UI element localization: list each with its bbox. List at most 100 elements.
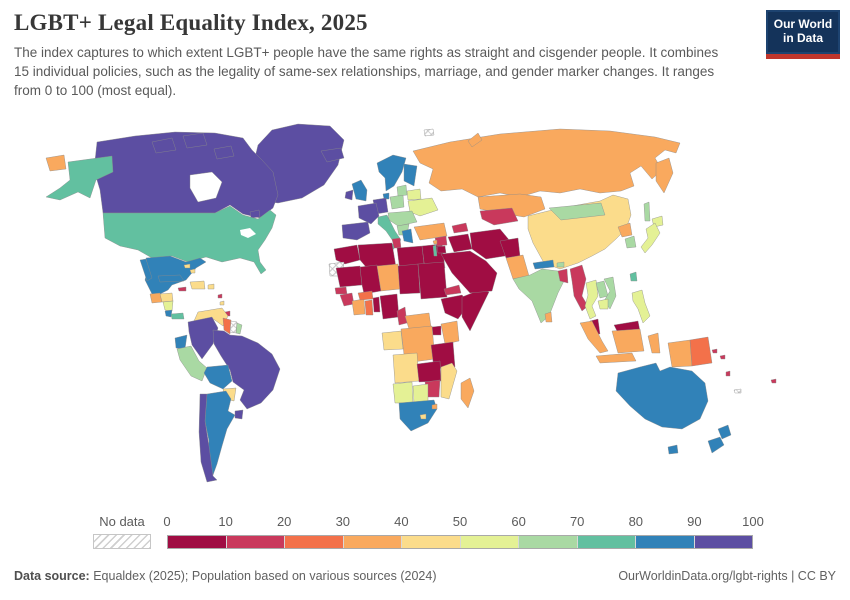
region-ivorycoast[interactable] bbox=[351, 298, 366, 316]
region-eswatini[interactable] bbox=[431, 403, 438, 410]
region-puertorico[interactable] bbox=[207, 283, 215, 290]
region-burkina[interactable] bbox=[357, 290, 374, 301]
region-guyana[interactable] bbox=[222, 317, 232, 335]
region-sumatra[interactable] bbox=[579, 320, 609, 354]
region-chile[interactable] bbox=[198, 393, 218, 483]
region-baltics[interactable] bbox=[396, 184, 408, 197]
region-greece[interactable] bbox=[401, 228, 414, 244]
region-iran[interactable] bbox=[469, 228, 511, 260]
region-srilanka[interactable] bbox=[544, 311, 553, 323]
region-ecuador[interactable] bbox=[174, 334, 188, 350]
region-newfoundland[interactable] bbox=[249, 209, 261, 219]
region-taiwan[interactable] bbox=[629, 271, 638, 282]
legend-swatch-90-100[interactable] bbox=[694, 536, 752, 548]
region-jordan[interactable] bbox=[436, 245, 447, 254]
region-bahamas-1[interactable] bbox=[183, 263, 191, 269]
region-peru[interactable] bbox=[176, 345, 208, 382]
region-panama[interactable] bbox=[170, 312, 185, 320]
region-tasmania[interactable] bbox=[667, 444, 679, 455]
region-ghana[interactable] bbox=[364, 299, 374, 316]
region-angola[interactable] bbox=[392, 352, 420, 384]
region-iceland[interactable] bbox=[320, 147, 345, 163]
region-uk[interactable] bbox=[351, 179, 368, 202]
region-lesotho[interactable] bbox=[419, 413, 427, 420]
region-philippines[interactable] bbox=[631, 289, 651, 324]
region-canada-arctic-1[interactable] bbox=[151, 137, 177, 154]
region-australia[interactable] bbox=[615, 362, 709, 430]
legend-swatch-10-20[interactable] bbox=[226, 536, 285, 548]
region-chukotka[interactable] bbox=[45, 154, 67, 172]
region-russia[interactable] bbox=[412, 128, 681, 198]
region-mozambique[interactable] bbox=[440, 362, 458, 400]
region-suriname[interactable] bbox=[229, 320, 238, 334]
region-japan[interactable] bbox=[640, 222, 661, 254]
legend-swatch-20-30[interactable] bbox=[285, 536, 344, 548]
region-niger[interactable] bbox=[376, 263, 401, 292]
legend-swatch-70-80[interactable] bbox=[577, 536, 636, 548]
region-mexico[interactable] bbox=[144, 255, 207, 295]
region-turkey[interactable] bbox=[413, 222, 448, 241]
region-kalimantan[interactable] bbox=[611, 328, 645, 354]
no-data-swatch[interactable] bbox=[93, 534, 151, 549]
region-nz-north[interactable] bbox=[717, 424, 732, 440]
region-morocco[interactable] bbox=[333, 244, 361, 265]
region-nepal[interactable] bbox=[532, 259, 555, 270]
region-poland[interactable] bbox=[389, 194, 405, 210]
region-northkorea[interactable] bbox=[617, 222, 633, 238]
legend-swatch-60-70[interactable] bbox=[519, 536, 578, 548]
region-costarica[interactable] bbox=[164, 309, 173, 318]
region-hispaniola[interactable] bbox=[189, 280, 206, 290]
region-somalia[interactable] bbox=[461, 288, 490, 332]
region-usa[interactable] bbox=[102, 205, 277, 275]
region-solomon-2[interactable] bbox=[719, 354, 726, 360]
region-frenchguiana[interactable] bbox=[235, 322, 243, 335]
region-mali[interactable] bbox=[359, 264, 382, 295]
legend-swatch-80-90[interactable] bbox=[636, 536, 695, 548]
region-bangladesh[interactable] bbox=[557, 268, 569, 284]
region-centralasia[interactable] bbox=[479, 207, 519, 226]
region-svalbard[interactable] bbox=[423, 128, 435, 137]
region-westpapua[interactable] bbox=[667, 339, 693, 368]
region-argentina[interactable] bbox=[204, 390, 236, 476]
region-guinea[interactable] bbox=[339, 292, 355, 307]
region-bolivia[interactable] bbox=[203, 364, 233, 390]
region-sulawesi[interactable] bbox=[647, 332, 661, 354]
region-southafrica[interactable] bbox=[398, 399, 438, 432]
owid-url-link[interactable]: OurWorldinData.org/lgbt-rights | CC BY bbox=[618, 569, 836, 583]
region-southkorea[interactable] bbox=[624, 235, 637, 249]
region-ukraine[interactable] bbox=[407, 197, 439, 217]
region-togobenin[interactable] bbox=[372, 296, 381, 313]
region-caucasus[interactable] bbox=[451, 222, 469, 234]
region-eritrea[interactable] bbox=[443, 284, 462, 296]
region-gaboncongo[interactable] bbox=[381, 330, 404, 351]
region-botswana[interactable] bbox=[412, 383, 429, 404]
region-nigeria[interactable] bbox=[379, 293, 400, 320]
region-colombia[interactable] bbox=[187, 316, 219, 360]
region-java[interactable] bbox=[595, 352, 637, 364]
region-mauritania[interactable] bbox=[335, 265, 363, 288]
region-belarus[interactable] bbox=[406, 188, 422, 201]
region-antilles-red[interactable] bbox=[217, 293, 223, 299]
legend-swatch-50-60[interactable] bbox=[460, 536, 519, 548]
region-namibia[interactable] bbox=[392, 381, 414, 404]
region-png[interactable] bbox=[689, 336, 713, 367]
region-uruguay[interactable] bbox=[234, 409, 244, 420]
region-india[interactable] bbox=[512, 268, 565, 324]
region-mongolia[interactable] bbox=[548, 202, 606, 221]
region-nicaragua[interactable] bbox=[162, 300, 174, 312]
region-finland[interactable] bbox=[403, 163, 418, 187]
region-senegal[interactable] bbox=[334, 286, 348, 295]
region-fiji[interactable] bbox=[770, 378, 777, 384]
region-honduras[interactable] bbox=[159, 292, 174, 303]
region-newcaledonia[interactable] bbox=[733, 388, 742, 394]
region-iberia[interactable] bbox=[341, 221, 371, 241]
region-thailand[interactable] bbox=[584, 279, 599, 320]
region-sudan[interactable] bbox=[417, 261, 448, 300]
legend-swatch-30-40[interactable] bbox=[343, 536, 402, 548]
region-saudi[interactable] bbox=[440, 250, 498, 294]
region-novayazemlya[interactable] bbox=[467, 132, 483, 148]
region-denmark[interactable] bbox=[382, 192, 390, 200]
legend-swatch-40-50[interactable] bbox=[402, 536, 461, 548]
region-canada-arctic-3[interactable] bbox=[213, 145, 235, 160]
region-cambodia[interactable] bbox=[597, 298, 609, 310]
